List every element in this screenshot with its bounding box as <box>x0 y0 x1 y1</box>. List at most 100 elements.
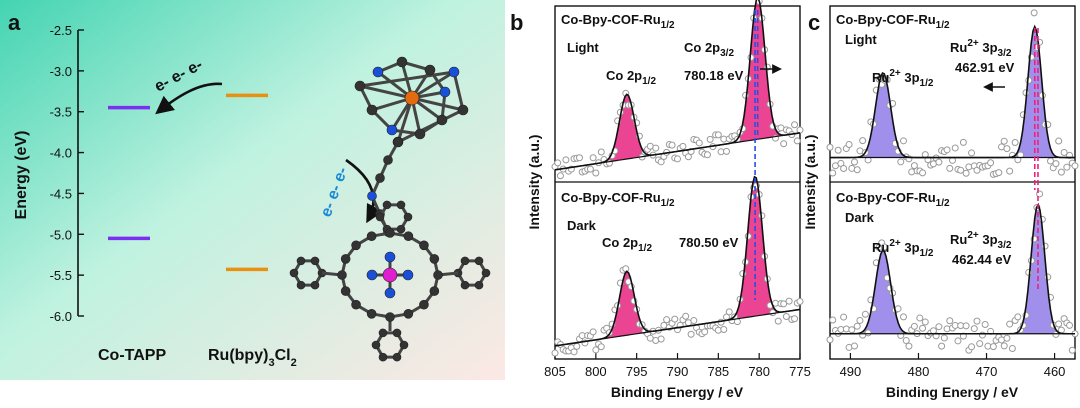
panel-b-ylabel: Intensity (a.u.) <box>526 135 542 230</box>
y-tick-label: -2.5 <box>50 23 72 38</box>
data-point <box>962 322 970 330</box>
atom <box>429 286 440 296</box>
data-point <box>962 169 970 177</box>
data-point <box>957 166 965 174</box>
panel-c-top-condition: Light <box>845 32 877 47</box>
peak-fill <box>830 26 1075 158</box>
nitrogen-atom <box>384 287 396 299</box>
atom <box>393 137 403 147</box>
atom <box>439 86 451 98</box>
data-point <box>973 317 981 325</box>
atom <box>289 268 299 278</box>
panel-a-background <box>0 0 505 380</box>
peak-fill <box>555 0 800 170</box>
atom <box>403 212 413 222</box>
data-point <box>826 143 834 151</box>
data-point <box>1055 320 1063 328</box>
data-point <box>1011 139 1019 147</box>
data-point <box>622 265 630 273</box>
nitrogen-atom <box>402 269 414 281</box>
atom <box>392 352 402 362</box>
panel-b-top-sample: Co-Bpy-COF-Ru1/2 <box>561 12 675 31</box>
panel-b-top-peak1: Co 2p1/2 <box>606 68 656 87</box>
data-point <box>848 326 856 334</box>
data-point <box>1052 330 1060 338</box>
bond <box>397 108 464 144</box>
ru-atom <box>404 90 420 106</box>
label-ru-bpy: Ru(bpy)3Cl2 <box>208 347 297 369</box>
data-point <box>840 164 848 172</box>
atom <box>474 256 484 266</box>
data-point <box>921 318 929 326</box>
data-point <box>723 147 730 155</box>
atom <box>340 254 351 264</box>
atom <box>310 256 320 266</box>
data-point <box>1052 160 1060 168</box>
data-point <box>706 135 714 143</box>
panel-b-bottom-peak1: Co 2p1/2 <box>602 235 652 254</box>
atom <box>382 200 392 210</box>
data-point <box>829 169 837 177</box>
data-point <box>682 312 690 320</box>
panel-b-x-ticks: 805 800 795 790 785 780 775 <box>544 353 811 379</box>
panel-c-plot <box>826 9 1079 354</box>
data-point <box>573 342 581 350</box>
data-point <box>1066 321 1074 329</box>
atom <box>371 340 381 350</box>
panel-a-y-ticks: -2.5 -3.0 -3.5 -4.0 -4.5 -5.0 -5.5 -6.0 <box>50 23 84 324</box>
data-point <box>589 154 597 162</box>
panel-b-bottom-sample: Co-Bpy-COF-Ru1/2 <box>561 190 675 209</box>
panel-b-xlabel: Binding Energy / eV <box>611 384 744 400</box>
panel-b-top-peak2: Co 2p3/2 <box>684 40 734 59</box>
atom <box>366 231 377 241</box>
bond <box>396 97 414 143</box>
panel-c: c Intensity (a.u.) Binding Energy / eV 4… <box>802 5 1079 400</box>
data-point <box>856 316 864 324</box>
panel-a-ylabel: Energy (eV) <box>13 131 30 220</box>
atom <box>403 231 414 241</box>
peak-fill <box>555 176 800 346</box>
panel-c-ylabel: Intensity (a.u.) <box>802 135 818 230</box>
electron-transfer-arrow-bottom <box>345 158 383 224</box>
data-point <box>791 315 799 323</box>
panel-c-top-peak2: Ru2+ 3p3/2 <box>950 38 1012 59</box>
data-point <box>671 315 679 323</box>
bond <box>452 71 465 111</box>
data-point <box>935 158 943 166</box>
atom <box>436 114 448 126</box>
panel-c-bottom-condition: Dark <box>845 210 875 225</box>
panel-a-letter: a <box>8 10 21 35</box>
data-point <box>1060 149 1068 157</box>
data-point <box>1006 167 1014 175</box>
atom <box>366 309 377 319</box>
data-point <box>968 149 976 157</box>
panel-b-top-condition: Light <box>567 40 599 55</box>
y-tick-label: -5.0 <box>50 227 72 242</box>
atom <box>392 328 402 338</box>
data-point <box>859 137 867 145</box>
data-point <box>851 158 858 166</box>
data-point <box>902 337 910 345</box>
data-point <box>554 159 562 167</box>
bond <box>411 70 455 100</box>
x-tick-label: 460 <box>1044 364 1066 379</box>
data-point <box>674 155 681 163</box>
panel-a: a -2.5 -3.0 -3.5 -4.0 -4.5 -5.0 -5.5 -6.0 Energ… <box>0 0 505 380</box>
data-point <box>586 165 594 173</box>
data-point <box>989 343 997 351</box>
atom <box>375 212 385 222</box>
data-point <box>1057 168 1065 176</box>
x-tick-label: 805 <box>544 364 566 379</box>
data-point <box>725 308 733 316</box>
data-point <box>796 126 804 134</box>
x-tick-label: 490 <box>840 364 862 379</box>
data-point <box>679 142 687 150</box>
data-point <box>1071 162 1079 170</box>
data-point <box>1000 137 1008 145</box>
data-point <box>695 139 703 147</box>
atom <box>351 299 361 310</box>
data-point <box>951 144 959 152</box>
data-point <box>829 316 837 324</box>
data-point <box>791 121 799 129</box>
y-tick-label: -5.5 <box>50 268 72 283</box>
